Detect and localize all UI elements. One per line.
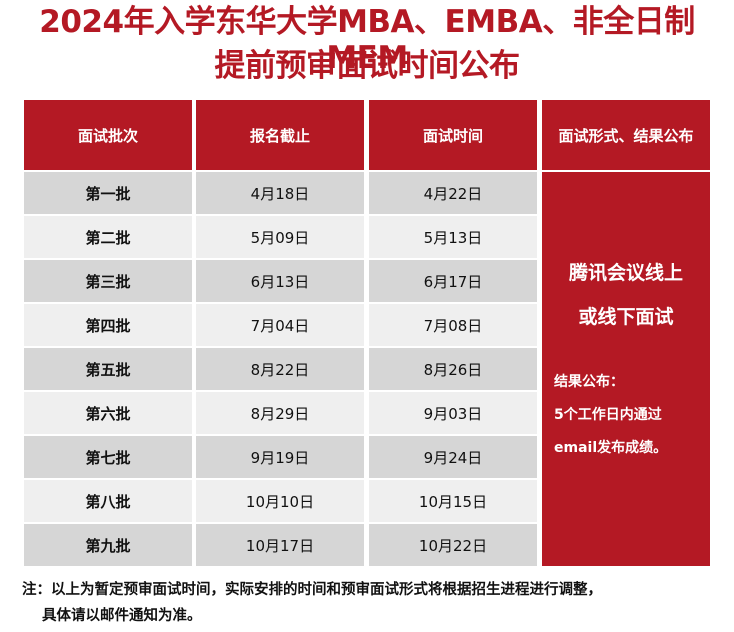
result-label: 结果公布： bbox=[554, 374, 624, 390]
cell-deadline: 7月04日 bbox=[196, 304, 364, 346]
cell-batch: 第八批 bbox=[24, 480, 192, 522]
cell-deadline: 8月22日 bbox=[196, 348, 364, 390]
format-line-offline: 或线下面试 bbox=[578, 306, 674, 328]
format-result-cell: 腾讯会议线上 或线下面试 结果公布： 5个工作日内通过 email发布成绩。 bbox=[542, 172, 710, 566]
cell-batch: 第七批 bbox=[24, 436, 192, 478]
cell-interview: 4月22日 bbox=[369, 172, 537, 214]
cell-interview: 8月26日 bbox=[369, 348, 537, 390]
cell-batch: 第五批 bbox=[24, 348, 192, 390]
result-line-email: email发布成绩。 bbox=[554, 440, 668, 456]
header-format-result: 面试形式、结果公布 bbox=[542, 100, 710, 170]
format-line-online: 腾讯会议线上 bbox=[568, 262, 683, 284]
result-line-days: 5个工作日内通过 bbox=[554, 407, 662, 423]
cell-interview: 5月13日 bbox=[369, 216, 537, 258]
page-title-line-1: 2024年入学东华大学MBA、EMBA、非全日制MEM bbox=[39, 4, 695, 76]
cell-batch: 第九批 bbox=[24, 524, 192, 566]
cell-deadline: 4月18日 bbox=[196, 172, 364, 214]
header-interview-time: 面试时间 bbox=[369, 100, 537, 170]
cell-interview: 10月22日 bbox=[369, 524, 537, 566]
cell-batch: 第二批 bbox=[24, 216, 192, 258]
page-title-line-2: 提前预审面试时间公布 bbox=[214, 48, 521, 84]
header-deadline: 报名截止 bbox=[196, 100, 364, 170]
cell-deadline: 10月10日 bbox=[196, 480, 364, 522]
cell-interview: 6月17日 bbox=[369, 260, 537, 302]
cell-interview: 9月24日 bbox=[369, 436, 537, 478]
cell-interview: 10月15日 bbox=[369, 480, 537, 522]
cell-interview: 7月08日 bbox=[369, 304, 537, 346]
cell-deadline: 10月17日 bbox=[196, 524, 364, 566]
cell-batch: 第四批 bbox=[24, 304, 192, 346]
cell-deadline: 6月13日 bbox=[196, 260, 364, 302]
cell-deadline: 5月09日 bbox=[196, 216, 364, 258]
cell-deadline: 8月29日 bbox=[196, 392, 364, 434]
cell-interview: 9月03日 bbox=[369, 392, 537, 434]
footnote-line-1: 注：以上为暂定预审面试时间，实际安排的时间和预审面试形式将根据招生进程进行调整， bbox=[22, 582, 602, 598]
footnote-line-2: 具体请以邮件通知为准。 bbox=[42, 608, 202, 624]
header-batch: 面试批次 bbox=[24, 100, 192, 170]
cell-deadline: 9月19日 bbox=[196, 436, 364, 478]
cell-batch: 第三批 bbox=[24, 260, 192, 302]
cell-batch: 第一批 bbox=[24, 172, 192, 214]
cell-batch: 第六批 bbox=[24, 392, 192, 434]
